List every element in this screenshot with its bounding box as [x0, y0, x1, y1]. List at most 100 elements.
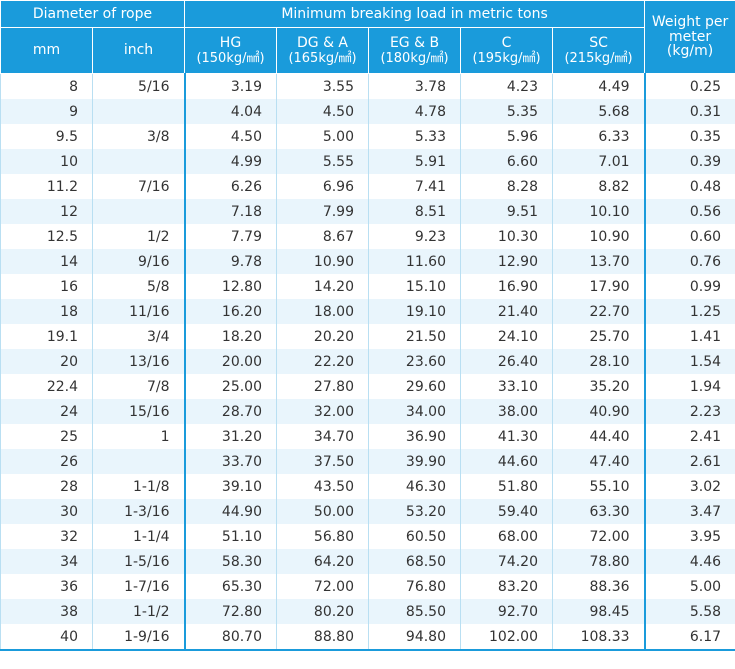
- table-row: 12 7.18 7.99 8.51 9.51 10.10 0.56: [0, 199, 735, 224]
- cell-c: 9.51: [460, 199, 553, 224]
- rope-spec-table: Diameter of rope Minimum breaking load i…: [0, 0, 735, 651]
- cell-dg-a: 80.20: [276, 599, 369, 624]
- cell-c: 74.20: [460, 549, 553, 574]
- cell-c: 41.30: [460, 424, 553, 449]
- cell-mm: 24: [0, 399, 93, 424]
- weight-header: Weight per meter (kg/m): [644, 0, 735, 74]
- cell-weight: 1.25: [644, 299, 735, 324]
- cell-sc: 72.00: [551, 524, 646, 549]
- cell-weight: 5.00: [644, 574, 735, 599]
- cell-dg-a: 50.00: [276, 499, 369, 524]
- cell-weight: 6.17: [644, 624, 735, 651]
- cell-sc: 98.45: [551, 599, 646, 624]
- cell-mm: 9.5: [0, 124, 93, 149]
- cell-dg-a: 43.50: [276, 474, 369, 499]
- table-row: 18 11/16 16.20 18.00 19.10 21.40 22.70 1.25: [0, 299, 735, 324]
- cell-hg: 7.18: [184, 199, 277, 224]
- cell-eg-b: 23.60: [368, 349, 461, 374]
- cell-inch: [92, 99, 186, 124]
- cell-c: 44.60: [460, 449, 553, 474]
- table-row: 40 1-9/16 80.70 88.80 94.80 102.00 108.33 6.17: [0, 624, 735, 651]
- cell-c: 59.40: [460, 499, 553, 524]
- cell-eg-b: 60.50: [368, 524, 461, 549]
- cell-sc: 7.01: [551, 149, 646, 174]
- cell-sc: 8.82: [551, 174, 646, 199]
- cell-inch: 1-1/2: [92, 599, 186, 624]
- cell-mm: 26: [0, 449, 93, 474]
- cell-sc: 10.10: [551, 199, 646, 224]
- cell-mm: 11.2: [0, 174, 93, 199]
- cell-sc: 47.40: [551, 449, 646, 474]
- cell-mm: 19.1: [0, 324, 93, 349]
- cell-c: 24.10: [460, 324, 553, 349]
- cell-mm: 28: [0, 474, 93, 499]
- cell-weight: 0.60: [644, 224, 735, 249]
- cell-inch: 1: [92, 424, 186, 449]
- cell-c: 5.96: [460, 124, 553, 149]
- cell-mm: 30: [0, 499, 93, 524]
- cell-c: 5.35: [460, 99, 553, 124]
- table-row: 10 4.99 5.55 5.91 6.60 7.01 0.39: [0, 149, 735, 174]
- cell-weight: 3.95: [644, 524, 735, 549]
- cell-inch: [92, 149, 186, 174]
- cell-weight: 2.61: [644, 449, 735, 474]
- cell-hg: 33.70: [184, 449, 277, 474]
- cell-mm: 22.4: [0, 374, 93, 399]
- cell-dg-a: 32.00: [276, 399, 369, 424]
- table-row: 11.2 7/16 6.26 6.96 7.41 8.28 8.82 0.48: [0, 174, 735, 199]
- cell-dg-a: 88.80: [276, 624, 369, 651]
- cell-hg: 44.90: [184, 499, 277, 524]
- table-row: 12.5 1/2 7.79 8.67 9.23 10.30 10.90 0.60: [0, 224, 735, 249]
- cell-eg-b: 85.50: [368, 599, 461, 624]
- cell-weight: 3.47: [644, 499, 735, 524]
- table-row: 24 15/16 28.70 32.00 34.00 38.00 40.90 2.23: [0, 399, 735, 424]
- grade-unit: (215kg/㎟): [564, 50, 633, 66]
- cell-dg-a: 37.50: [276, 449, 369, 474]
- cell-c: 4.23: [460, 73, 553, 99]
- cell-eg-b: 21.50: [368, 324, 461, 349]
- cell-dg-a: 14.20: [276, 274, 369, 299]
- load-group-header: Minimum breaking load in metric tons: [183, 0, 646, 28]
- grade-name: DG & A: [296, 34, 349, 51]
- cell-inch: [92, 449, 186, 474]
- cell-mm: 18: [0, 299, 93, 324]
- table-row: 8 5/16 3.19 3.55 3.78 4.23 4.49 0.25: [0, 73, 735, 99]
- grade-unit: (180kg/㎟): [380, 50, 449, 66]
- cell-c: 38.00: [460, 399, 553, 424]
- cell-weight: 0.35: [644, 124, 735, 149]
- table-row: 14 9/16 9.78 10.90 11.60 12.90 13.70 0.76: [0, 249, 735, 274]
- cell-c: 16.90: [460, 274, 553, 299]
- cell-c: 51.80: [460, 474, 553, 499]
- cell-sc: 17.90: [551, 274, 646, 299]
- cell-mm: 12: [0, 199, 93, 224]
- cell-weight: 2.41: [644, 424, 735, 449]
- cell-dg-a: 3.55: [276, 73, 369, 99]
- cell-eg-b: 4.78: [368, 99, 461, 124]
- cell-c: 26.40: [460, 349, 553, 374]
- cell-eg-b: 19.10: [368, 299, 461, 324]
- cell-eg-b: 76.80: [368, 574, 461, 599]
- cell-sc: 35.20: [551, 374, 646, 399]
- grade-header-eg-b: EG & B (180kg/㎟): [368, 27, 461, 74]
- cell-eg-b: 34.00: [368, 399, 461, 424]
- cell-dg-a: 10.90: [276, 249, 369, 274]
- cell-c: 21.40: [460, 299, 553, 324]
- cell-sc: 28.10: [551, 349, 646, 374]
- cell-eg-b: 8.51: [368, 199, 461, 224]
- cell-hg: 18.20: [184, 324, 277, 349]
- cell-c: 83.20: [460, 574, 553, 599]
- table-row: 25 1 31.20 34.70 36.90 41.30 44.40 2.41: [0, 424, 735, 449]
- cell-mm: 12.5: [0, 224, 93, 249]
- cell-dg-a: 18.00: [276, 299, 369, 324]
- cell-hg: 4.50: [184, 124, 277, 149]
- cell-mm: 16: [0, 274, 93, 299]
- cell-inch: 1-1/4: [92, 524, 186, 549]
- cell-eg-b: 5.91: [368, 149, 461, 174]
- cell-mm: 25: [0, 424, 93, 449]
- cell-eg-b: 94.80: [368, 624, 461, 651]
- grade-header-hg: HG (150kg/㎟): [184, 27, 277, 74]
- grade-unit: (150kg/㎟): [196, 50, 265, 66]
- mm-header: mm: [0, 27, 93, 74]
- cell-inch: 3/8: [92, 124, 186, 149]
- cell-inch: 13/16: [92, 349, 186, 374]
